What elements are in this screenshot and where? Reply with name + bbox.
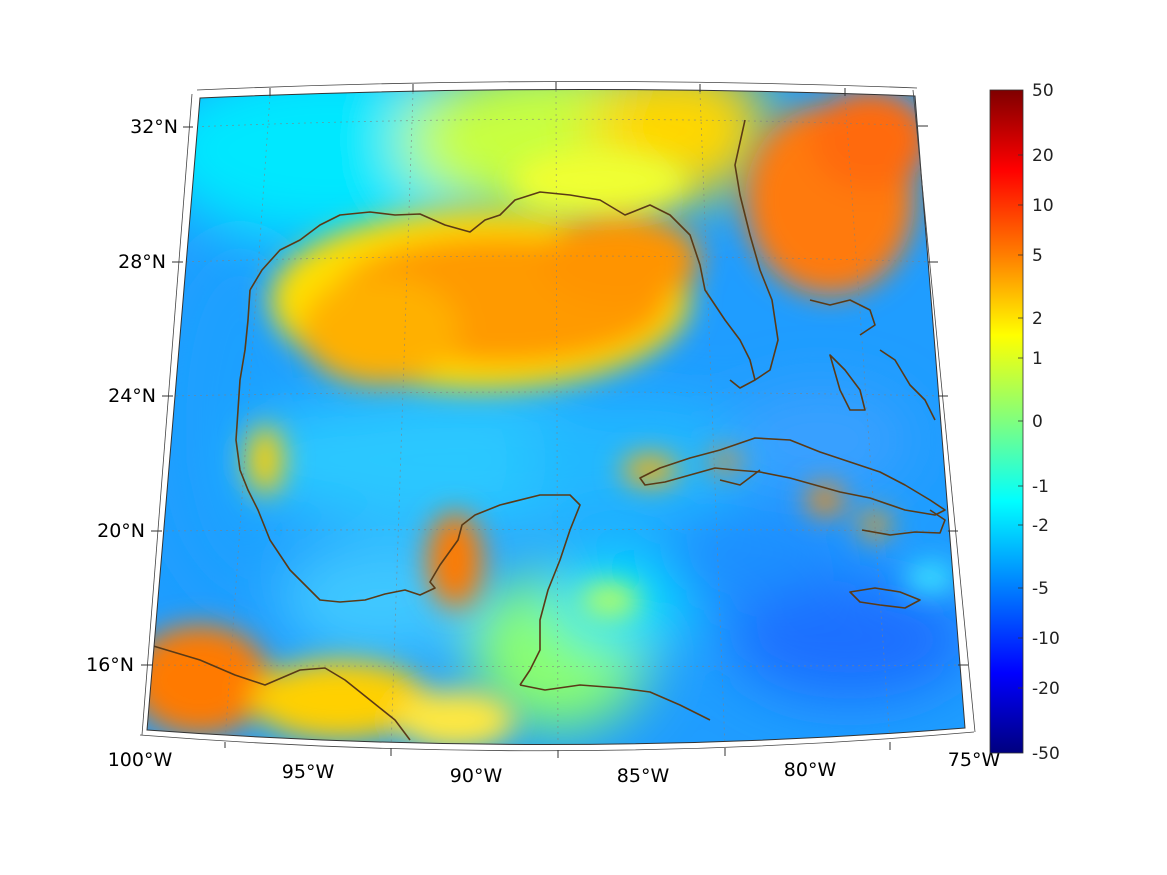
lon-label: 85°W [617, 765, 670, 787]
colorbar-label: -50 [1032, 744, 1060, 764]
lon-label: 75°W [948, 749, 1001, 771]
coastlines [149, 119, 946, 741]
graticule [149, 89, 963, 745]
lon-label: 100°W [108, 749, 173, 771]
longitude-labels: 100°W 95°W 90°W 85°W 80°W 75°W [108, 749, 1001, 787]
latitude-labels: 32°N 28°N 24°N 20°N 16°N [86, 116, 178, 676]
lon-label: 90°W [450, 765, 503, 787]
colorbar-label: 5 [1032, 246, 1043, 266]
colorbar-label: -20 [1032, 679, 1060, 699]
colorbar-label: 0 [1032, 412, 1043, 432]
lat-label: 32°N [130, 116, 178, 138]
colorbar-label: -5 [1032, 579, 1049, 599]
colorbar-label: -10 [1032, 629, 1060, 649]
map-frame [146, 88, 966, 746]
colorbar-label: -2 [1032, 516, 1049, 536]
colorbar-label: 20 [1032, 146, 1054, 166]
lat-label: 16°N [86, 654, 134, 676]
colorbar-label: -1 [1032, 477, 1049, 497]
data-field [147, 89, 965, 745]
colorbar-label: 10 [1032, 196, 1054, 216]
colorbar-label: 50 [1032, 81, 1054, 101]
colorbar: 50 20 10 5 2 1 0 -1 -2 -5 -10 -20 -50 [989, 81, 1060, 764]
lat-label: 24°N [108, 385, 156, 407]
colorbar-label: 2 [1032, 309, 1043, 329]
lat-label: 20°N [97, 520, 145, 542]
lon-label: 80°W [784, 759, 837, 781]
lon-label: 95°W [282, 761, 335, 783]
colorbar-gradient [989, 89, 1024, 754]
colorbar-label: 1 [1032, 349, 1043, 369]
lat-label: 28°N [118, 251, 166, 273]
